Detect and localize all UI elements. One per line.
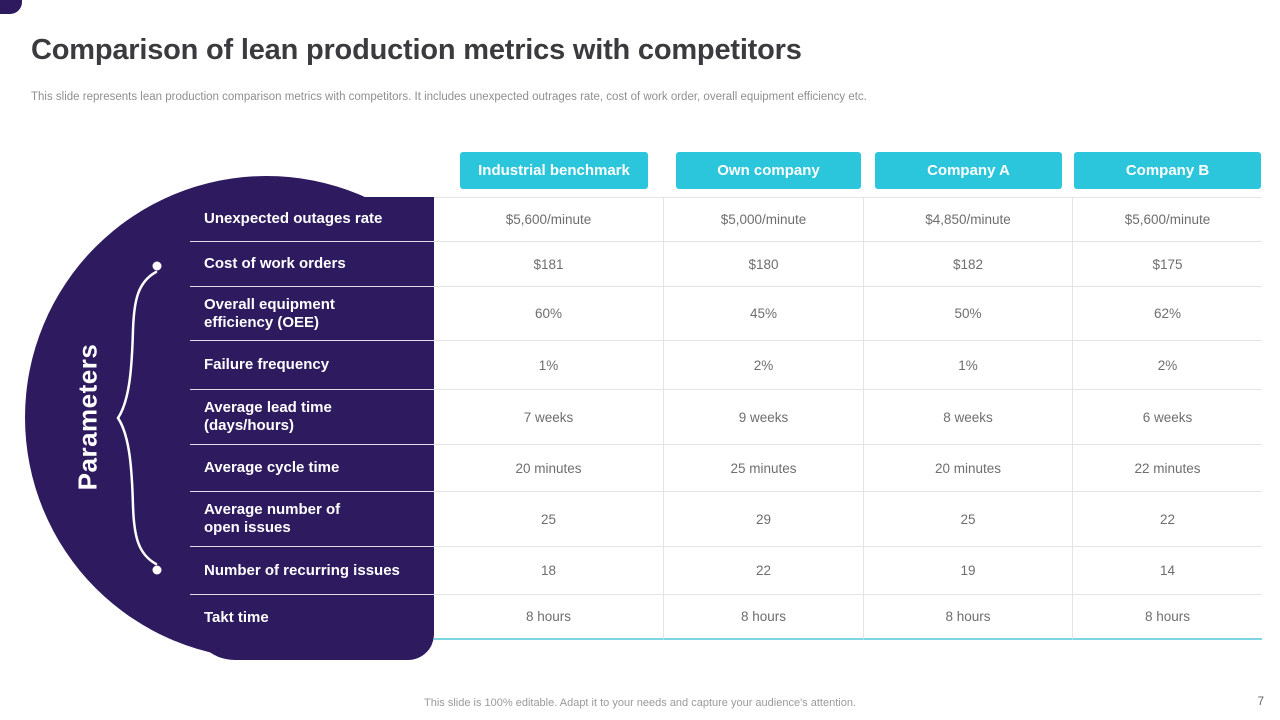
table-cell: 50% (864, 287, 1073, 341)
row-label: Average cycle time (190, 445, 434, 492)
table-cell: 8 weeks (864, 390, 1073, 445)
row-label: Failure frequency (190, 341, 434, 390)
row-label: Average lead time (days/hours) (190, 390, 434, 445)
table-cell: $180 (664, 242, 864, 287)
table-cell: $5,600/minute (434, 197, 664, 242)
column-header-own-company: Own company (676, 152, 861, 189)
table-cell: 20 minutes (434, 445, 664, 492)
table-cell: 18 (434, 547, 664, 595)
table-cell: 6 weeks (1073, 390, 1262, 445)
table-cell: 29 (664, 492, 864, 547)
row-label-column-background (190, 197, 434, 660)
table-cell: 8 hours (864, 595, 1073, 640)
table-cell: $5,600/minute (1073, 197, 1262, 242)
table-cell: 25 minutes (664, 445, 864, 492)
slide-description: This slide represents lean production co… (31, 91, 867, 103)
table-cell: 14 (1073, 547, 1262, 595)
row-label: Unexpected outages rate (190, 197, 434, 242)
table-cell: 25 (864, 492, 1073, 547)
table-cell: $4,850/minute (864, 197, 1073, 242)
column-header-company-b: Company B (1074, 152, 1261, 189)
table-cell: 25 (434, 492, 664, 547)
footer-note: This slide is 100% editable. Adapt it to… (424, 697, 856, 709)
corner-accent-shape (0, 0, 22, 14)
table-cell: 62% (1073, 287, 1262, 341)
table-cell: $181 (434, 242, 664, 287)
table-cell: 8 hours (434, 595, 664, 640)
table-cell: 1% (434, 341, 664, 390)
slide-title: Comparison of lean production metrics wi… (31, 34, 802, 66)
table-cell: 22 minutes (1073, 445, 1262, 492)
curly-brace-icon (116, 261, 162, 575)
row-label: Takt time (204, 608, 269, 626)
parameters-shape: Parameters (0, 0, 434, 720)
table-cell: 45% (664, 287, 864, 341)
table-cell: $5,000/minute (664, 197, 864, 242)
table-cell: $175 (1073, 242, 1262, 287)
table-cell: 22 (1073, 492, 1262, 547)
table-cell: 2% (664, 341, 864, 390)
comparison-table: Unexpected outages rate $5,600/minute $5… (190, 197, 1262, 640)
table-cell: 9 weeks (664, 390, 864, 445)
row-label: Number of recurring issues (190, 547, 434, 595)
parameters-label: Parameters (72, 343, 103, 491)
table-cell: 2% (1073, 341, 1262, 390)
column-header-company-a: Company A (875, 152, 1062, 189)
table-cell: 1% (864, 341, 1073, 390)
table-cell: 20 minutes (864, 445, 1073, 492)
row-label: Overall equipment efficiency (OEE) (190, 287, 434, 341)
table-cell: $182 (864, 242, 1073, 287)
row-label: Average number of open issues (190, 492, 434, 547)
table-cell: 60% (434, 287, 664, 341)
column-header-industrial-benchmark: Industrial benchmark (460, 152, 648, 189)
row-label: Cost of work orders (190, 242, 434, 287)
table-cell: 7 weeks (434, 390, 664, 445)
table-cell: 8 hours (664, 595, 864, 640)
table-cell: 8 hours (1073, 595, 1262, 640)
table-cell: 19 (864, 547, 1073, 595)
page-number: 7 (1257, 696, 1264, 708)
table-cell: 22 (664, 547, 864, 595)
